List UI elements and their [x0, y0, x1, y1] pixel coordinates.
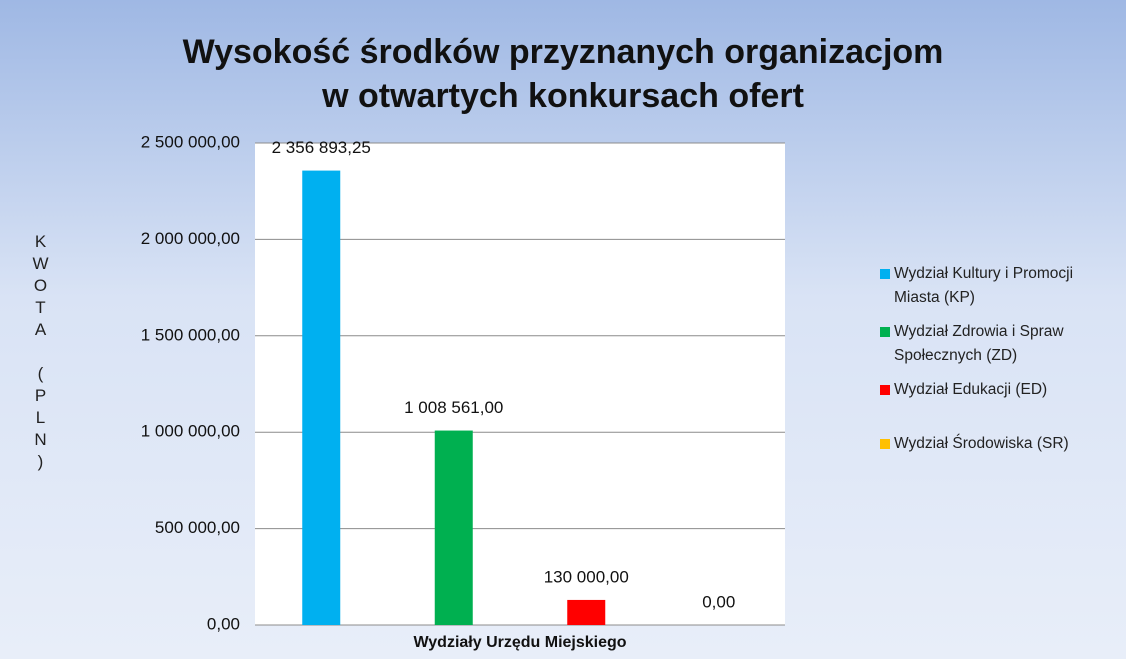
y-axis-label: KWOTA (PLN)	[31, 232, 50, 474]
bar	[434, 430, 473, 625]
data-label: 0,00	[702, 592, 735, 611]
chart-title: Wysokość środków przyznanych organizacjo…	[182, 33, 944, 115]
y-tick-label: 500 000,00	[155, 518, 240, 537]
plot-area	[255, 143, 785, 625]
legend-item: Wydział Edukacji (ED)	[880, 378, 1119, 402]
x-axis-label: Wydziały Urzędu Miejskiego	[413, 634, 626, 651]
legend-label: Wydział Zdrowia i Spraw Społecznych (ZD)	[894, 323, 1064, 364]
y-tick-label: 1 000 000,00	[141, 422, 240, 441]
bar	[567, 599, 606, 625]
legend-item: Wydział Zdrowia i Spraw Społecznych (ZD)	[880, 320, 1119, 368]
y-tick-label: 2 500 000,00	[141, 132, 240, 151]
y-tick-label: 1 500 000,00	[141, 325, 240, 344]
legend-swatch	[880, 327, 890, 337]
data-label: 2 356 893,25	[272, 138, 371, 157]
legend-swatch	[880, 269, 890, 279]
legend-item: Wydział Środowiska (SR)	[880, 432, 1119, 456]
legend-label: Wydział Kultury i Promocji Miasta (KP)	[894, 265, 1074, 306]
legend-label: Wydział Środowiska (SR)	[894, 435, 1069, 452]
data-label: 130 000,00	[544, 567, 629, 586]
data-label: 1 008 561,00	[404, 398, 503, 417]
legend-item: Wydział Kultury i Promocji Miasta (KP)	[880, 262, 1119, 310]
y-tick-label: 0,00	[207, 614, 240, 633]
bar	[302, 170, 341, 625]
legend-swatch	[880, 385, 890, 395]
legend-swatch	[880, 439, 890, 449]
legend-label: Wydział Edukacji (ED)	[894, 381, 1048, 398]
y-tick-label: 2 000 000,00	[141, 229, 240, 248]
